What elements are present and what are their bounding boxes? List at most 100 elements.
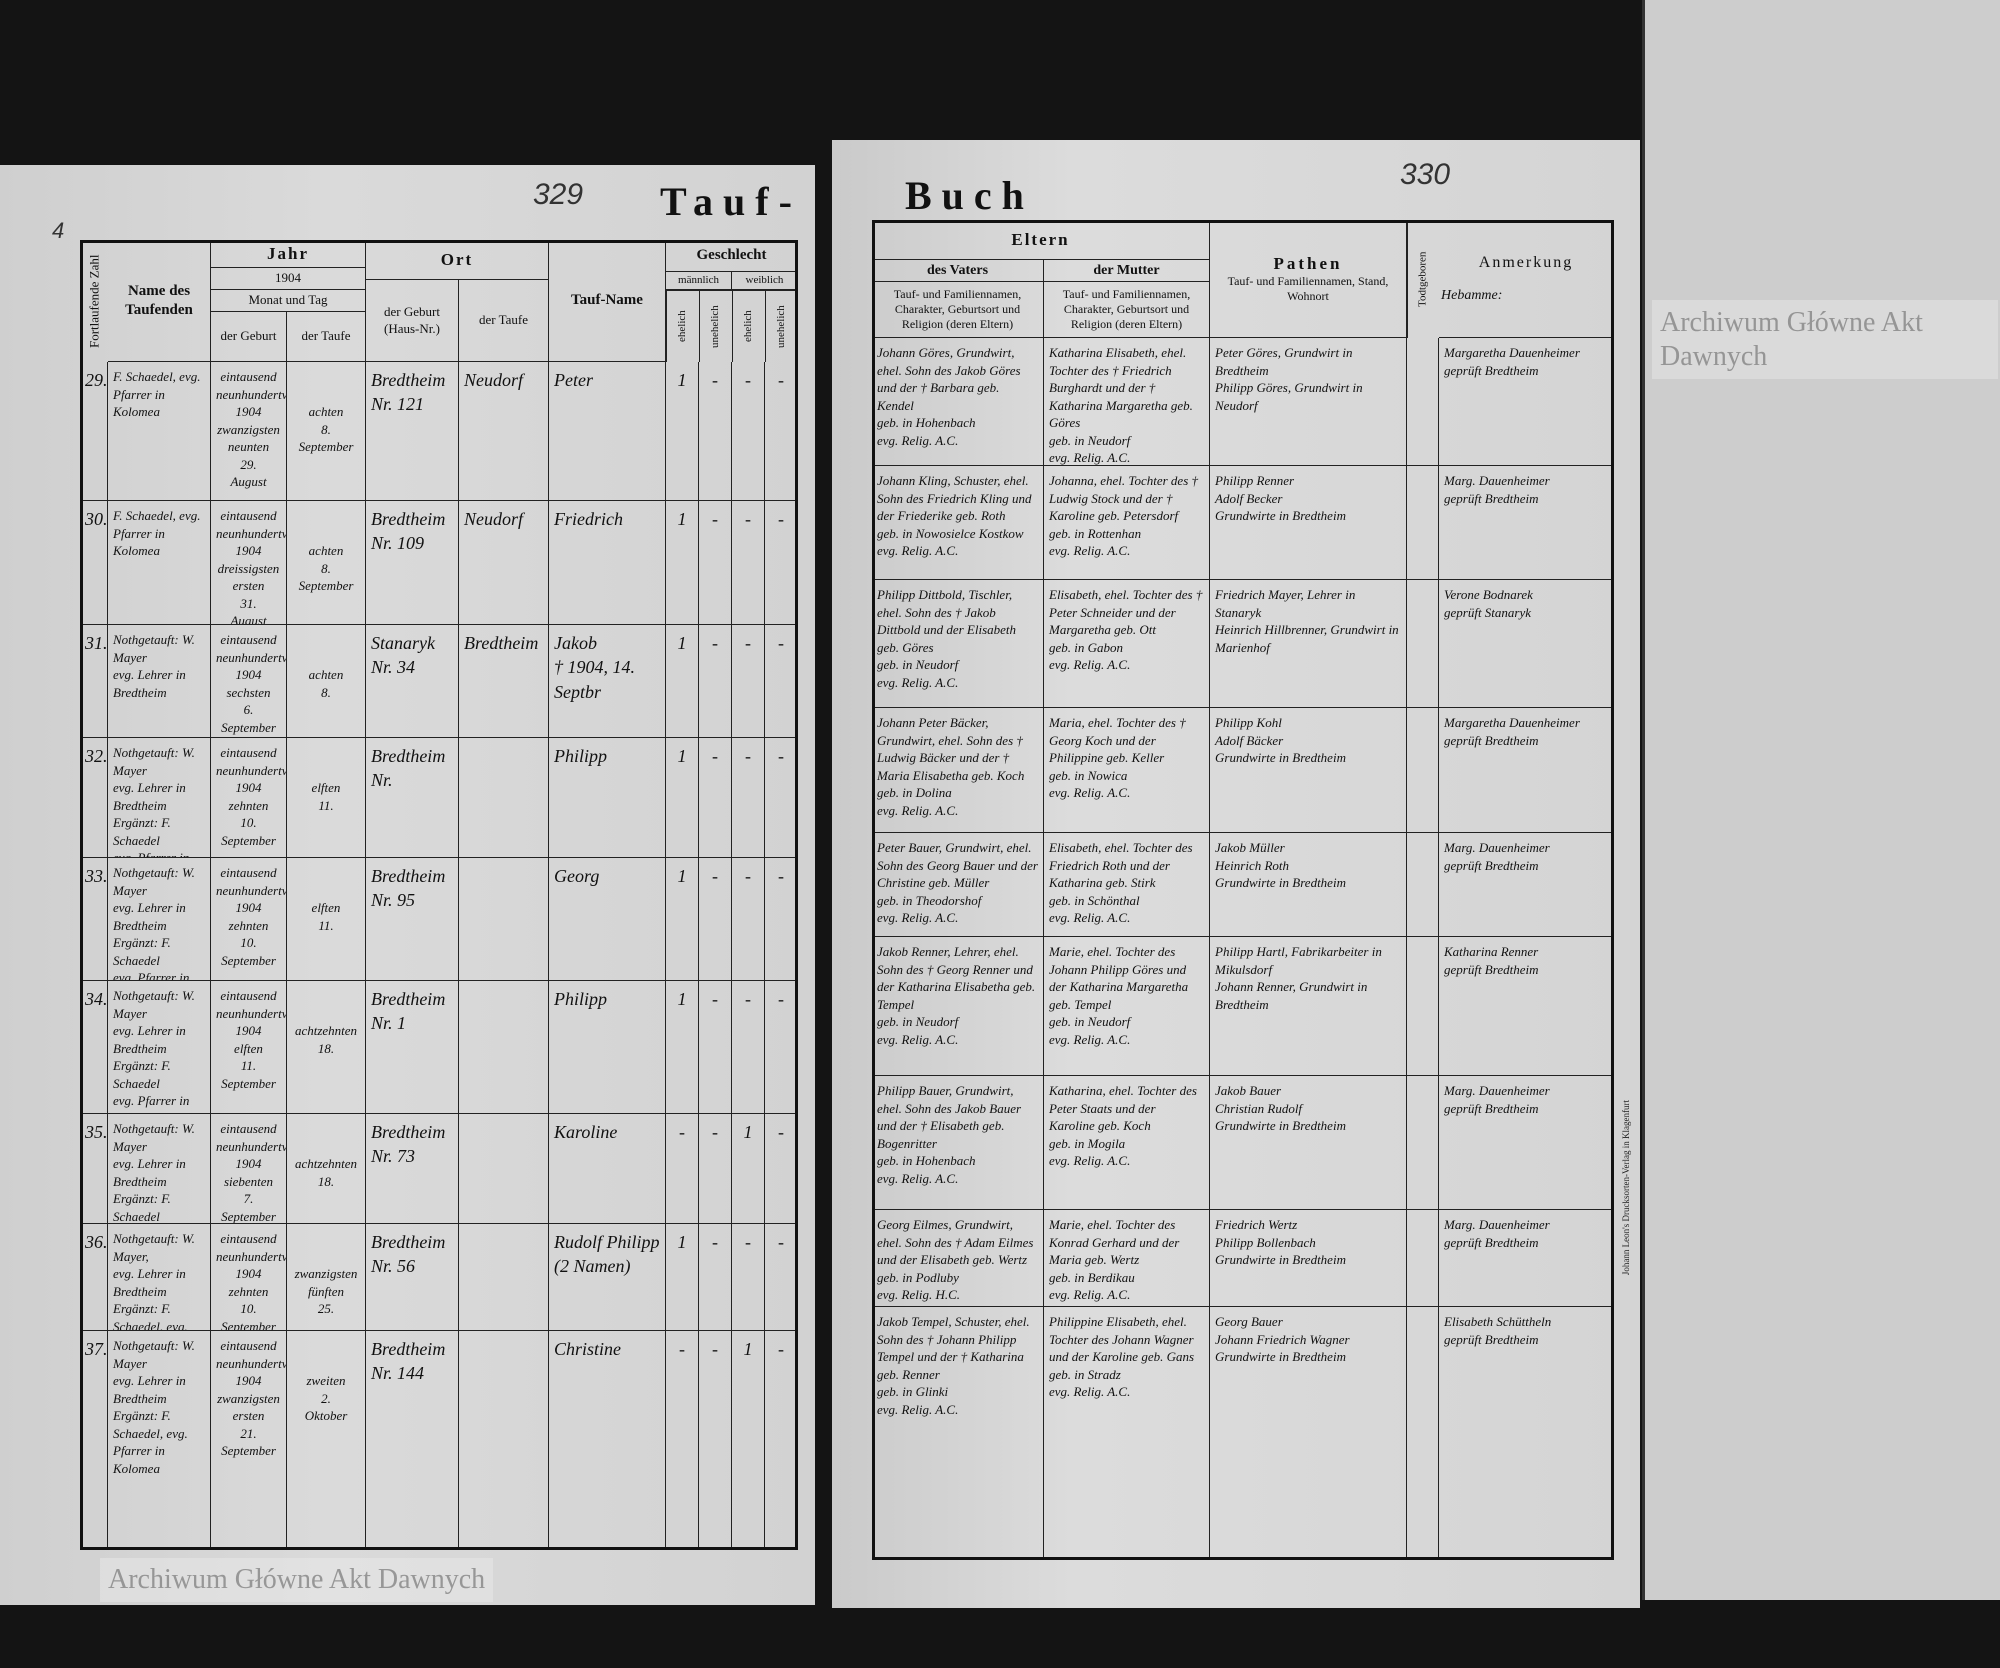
father-details: Johann Kling, Schuster, ehel. Sohn des F…	[872, 466, 1044, 580]
baptism-date-text: achten 8. September	[298, 543, 354, 594]
godparents-text: Georg Bauer Johann Friedrich Wagner Grun…	[1215, 1314, 1350, 1365]
baptism-place	[459, 738, 549, 858]
female-legitimate: -	[732, 501, 765, 625]
baptizer-text: Nothgetauft: W. Mayer evg. Lehrer in Bre…	[113, 632, 195, 700]
birth-place: Bredtheim Nr. 1	[366, 981, 459, 1114]
female-legitimate: -	[732, 981, 765, 1114]
entry-number: 30.	[80, 501, 108, 625]
mother-details: Marie, ehel. Tochter des Konrad Gerhard …	[1044, 1210, 1210, 1307]
female-legitimate-text: -	[745, 370, 751, 390]
male-illegitimate-text: -	[712, 989, 718, 1009]
folio-number-left: 329	[533, 178, 584, 211]
baptismal-name-text: Peter	[554, 370, 593, 390]
birth-place: Bredtheim Nr. 56	[366, 1224, 459, 1331]
entry-number: 37.	[80, 1331, 108, 1550]
header-todtgeboren: Todtgeboren	[1407, 220, 1439, 338]
header-date-birth-text: der Geburt	[220, 328, 277, 344]
godparents-text: Friedrich Mayer, Lehrer in Stanaryk Hein…	[1215, 587, 1399, 655]
female-illegitimate-text: -	[778, 989, 784, 1009]
header-eltern-text: Eltern	[1011, 229, 1070, 249]
baptismal-name: Georg	[549, 858, 666, 981]
baptism-date: achten 8.	[287, 625, 366, 738]
male-legitimate-text: 1	[677, 370, 687, 390]
father-details: Georg Eilmes, Grundwirt, ehel. Sohn des …	[872, 1210, 1044, 1307]
birth-place-text: Bredtheim Nr. 109	[371, 509, 446, 554]
stillborn	[1407, 1076, 1439, 1210]
mother-details: Maria, ehel. Tochter des † Georg Koch un…	[1044, 708, 1210, 833]
male-legitimate-text: 1	[677, 989, 687, 1009]
father-details-text: Peter Bauer, Grundwirt, ehel. Sohn des G…	[877, 840, 1038, 926]
male-legitimate-text: 1	[677, 509, 687, 529]
male-legitimate: 1	[666, 625, 699, 738]
mother-details: Katharina, ehel. Tochter des Peter Staat…	[1044, 1076, 1210, 1210]
entry-number: 33.	[80, 858, 108, 981]
background-sheet	[1642, 0, 2000, 1600]
mother-details-text: Katharina, ehel. Tochter des Peter Staat…	[1049, 1083, 1197, 1169]
baptizer-text: Nothgetauft: W. Mayer, evg. Lehrer in Br…	[113, 1231, 195, 1331]
baptismal-name-text: Karoline	[554, 1122, 618, 1142]
godparents: Friedrich Mayer, Lehrer in Stanaryk Hein…	[1210, 580, 1407, 708]
printer-imprint: Johann Leon's Drucksorten-Verlag in Klag…	[1621, 1100, 1631, 1276]
birth-place-text: Bredtheim Nr. 121	[371, 370, 446, 415]
header-anmerkung: Anmerkung Hebamme:	[1439, 220, 1614, 338]
entry-number: 35.	[80, 1114, 108, 1224]
female-illegitimate-text: -	[778, 746, 784, 766]
godparents: Peter Göres, Grundwirt in Bredtheim Phil…	[1210, 338, 1407, 466]
female-illegitimate-text: -	[778, 370, 784, 390]
mother-details: Johanna, ehel. Tochter des † Ludwig Stoc…	[1044, 466, 1210, 580]
header-name: Name des Taufenden	[108, 240, 211, 362]
entry-number-text: 36.	[85, 1232, 108, 1252]
baptizer: Nothgetauft: W. Mayer evg. Lehrer in Bre…	[108, 981, 211, 1114]
header-ehelich-text: ehelich	[742, 310, 755, 343]
header-weiblich: weiblich	[732, 272, 798, 290]
baptizer: F. Schaedel, evg. Pfarrer in Kolomea	[108, 501, 211, 625]
left-page	[0, 165, 815, 1605]
birth-date-text: eintausend neunhundertvier 1904 zwanzigs…	[216, 369, 287, 490]
baptizer: Nothgetauft: W. Mayer evg. Lehrer in Bre…	[108, 1331, 211, 1550]
female-legitimate-text: -	[745, 1232, 751, 1252]
godparents: Philipp Hartl, Fabrikarbeiter in Mikulsd…	[1210, 937, 1407, 1076]
mother-details-text: Philippine Elisabeth, ehel. Tochter des …	[1049, 1314, 1195, 1400]
entry-number: 32.	[80, 738, 108, 858]
male-illegitimate: -	[699, 501, 732, 625]
baptismal-name: Peter	[549, 362, 666, 501]
baptism-date: elften 11.	[287, 858, 366, 981]
remarks: Marg. Dauenheimer geprüft Bredtheim	[1439, 833, 1614, 937]
header-todtgeboren-text: Todtgeboren	[1416, 251, 1429, 308]
father-details-text: Johann Peter Bäcker, Grundwirt, ehel. So…	[877, 715, 1025, 818]
header-place-baptism: der Taufe	[459, 280, 549, 362]
godparents: Philipp Renner Adolf Becker Grundwirte i…	[1210, 466, 1407, 580]
baptism-date-text: elften 11.	[311, 780, 341, 813]
baptizer: Nothgetauft: W. Mayer, evg. Lehrer in Br…	[108, 1224, 211, 1331]
header-year-text: 1904	[275, 270, 301, 286]
baptism-place: Neudorf	[459, 362, 549, 501]
male-illegitimate: -	[699, 738, 732, 858]
remarks-text: Marg. Dauenheimer geprüft Bredtheim	[1444, 1083, 1550, 1116]
father-details-text: Johann Göres, Grundwirt, ehel. Sohn des …	[877, 345, 1021, 448]
baptismal-name: Christine	[549, 1331, 666, 1550]
godparents-text: Philipp Hartl, Fabrikarbeiter in Mikulsd…	[1215, 944, 1382, 1012]
baptism-place	[459, 1331, 549, 1550]
remarks: Marg. Dauenheimer geprüft Bredtheim	[1439, 466, 1614, 580]
baptism-date-text: achten 8. September	[298, 404, 354, 455]
header-date-birth: der Geburt	[211, 312, 287, 362]
male-legitimate: -	[666, 1331, 699, 1550]
birth-date: eintausend neunhundertvier 1904 zwanzigs…	[211, 362, 287, 501]
header-name-text: Name des Taufenden	[125, 282, 193, 318]
birth-place: Bredtheim Nr. 144	[366, 1331, 459, 1550]
father-details-text: Jakob Tempel, Schuster, ehel. Sohn des †…	[877, 1314, 1030, 1417]
male-illegitimate: -	[699, 1224, 732, 1331]
birth-date: eintausend neunhundertvier 1904 zwanzigs…	[211, 1331, 287, 1550]
header-mutter-text: der Mutter	[1093, 262, 1160, 278]
baptism-place: Neudorf	[459, 501, 549, 625]
birth-date-text: eintausend neunhundertvier 1904 zehnten …	[216, 865, 287, 968]
mother-details: Elisabeth, ehel. Tochter des Friedrich R…	[1044, 833, 1210, 937]
header-ort-text: Ort	[440, 249, 474, 269]
birth-place: Bredtheim Nr. 73	[366, 1114, 459, 1224]
baptismal-name: Philipp	[549, 981, 666, 1114]
godparents-text: Jakob Bauer Christian Rudolf Grundwirte …	[1215, 1083, 1346, 1134]
godparents-text: Philipp Kohl Adolf Bäcker Grundwirte in …	[1215, 715, 1346, 766]
baptismal-name: Friedrich	[549, 501, 666, 625]
baptism-date-text: elften 11.	[311, 900, 341, 933]
header-anmerkung: Anmerkung	[1478, 253, 1574, 271]
